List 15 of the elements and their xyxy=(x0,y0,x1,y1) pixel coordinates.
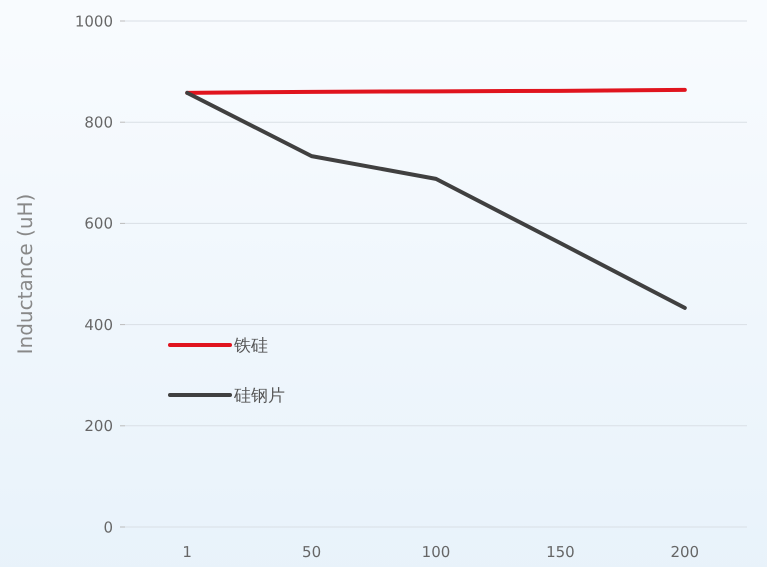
y-tick-label: 0 xyxy=(103,518,113,536)
y-tick-label: 200 xyxy=(84,417,113,436)
legend-label: 铁硅 xyxy=(233,336,268,356)
x-tick-label: 1 xyxy=(182,543,192,561)
y-tick-label: 1000 xyxy=(74,12,113,30)
legend-label: 硅钢片 xyxy=(233,386,285,406)
x-tick-label: 50 xyxy=(302,543,322,561)
x-tick-label: 200 xyxy=(670,543,700,561)
y-tick-label: 400 xyxy=(84,316,113,334)
line-series xyxy=(185,90,687,310)
x-tick-label: 100 xyxy=(422,543,450,561)
y-tick-label: 800 xyxy=(84,113,113,132)
y-tick-label: 600 xyxy=(84,214,113,233)
x-tick-label: 150 xyxy=(546,543,575,561)
y-axis-title: Inductance (uH) xyxy=(13,194,37,354)
